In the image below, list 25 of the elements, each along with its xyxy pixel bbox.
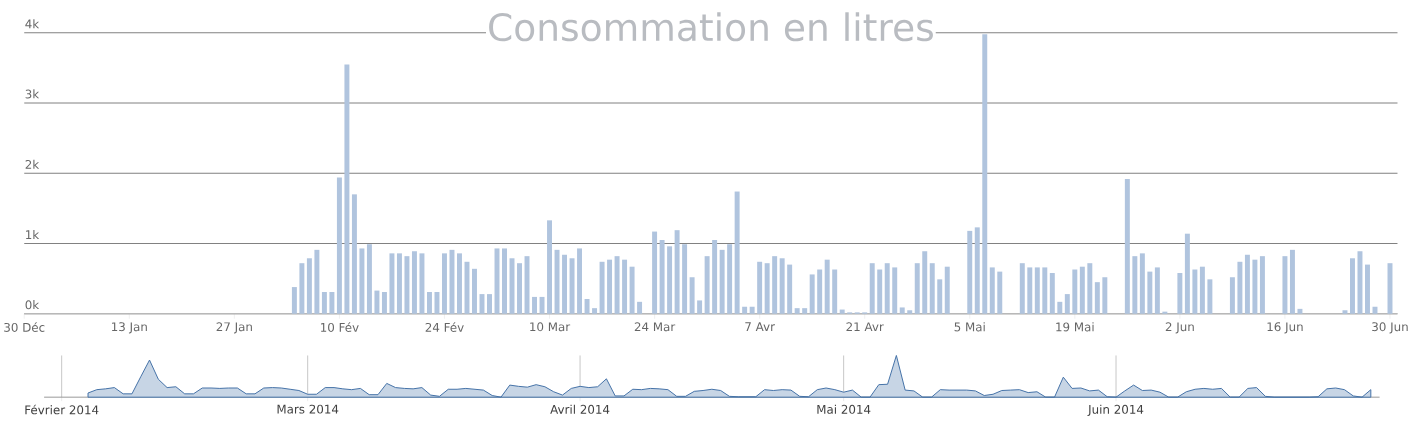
y-tick-label: 0k xyxy=(25,300,40,310)
x-tick-label: 5 Mai xyxy=(954,322,985,332)
x-tick-label: 27 Jan xyxy=(216,322,252,334)
y-tick-label: 4k xyxy=(25,19,40,29)
chart-title: Consommation en litres xyxy=(489,12,933,42)
y-tick-label: 2k xyxy=(25,159,40,169)
x-tick-label: 7 Avr xyxy=(745,322,775,331)
x-tick-label: 10 Mar xyxy=(530,322,571,332)
y-tick-label: 1k xyxy=(26,230,40,240)
y-tick-label: 3k xyxy=(25,89,40,99)
x-tick-label: Mars 2014 xyxy=(277,404,339,414)
x-tick-label: 30 Déc xyxy=(4,322,45,332)
x-tick-label: 30 Jun xyxy=(1372,322,1408,334)
x-tick-label: 13 Jan xyxy=(112,322,147,334)
x-tick-label: Mai 2014 xyxy=(817,404,871,414)
x-tick-label: Juin 2014 xyxy=(1087,404,1144,417)
x-tick-label: Avril 2014 xyxy=(550,404,610,414)
x-tick-label: 16 Jun xyxy=(1267,322,1303,334)
x-tick-label: 24 Fév xyxy=(425,322,464,332)
x-tick-label: 10 Fév xyxy=(321,322,359,332)
x-tick-label: 19 Mai xyxy=(1056,322,1094,332)
x-tick-label: Février 2014 xyxy=(25,404,99,415)
x-tick-label: 21 Avr xyxy=(846,322,884,332)
x-tick-label: 2 Jun xyxy=(1165,322,1194,334)
x-tick-label: 24 Mar xyxy=(634,322,676,332)
